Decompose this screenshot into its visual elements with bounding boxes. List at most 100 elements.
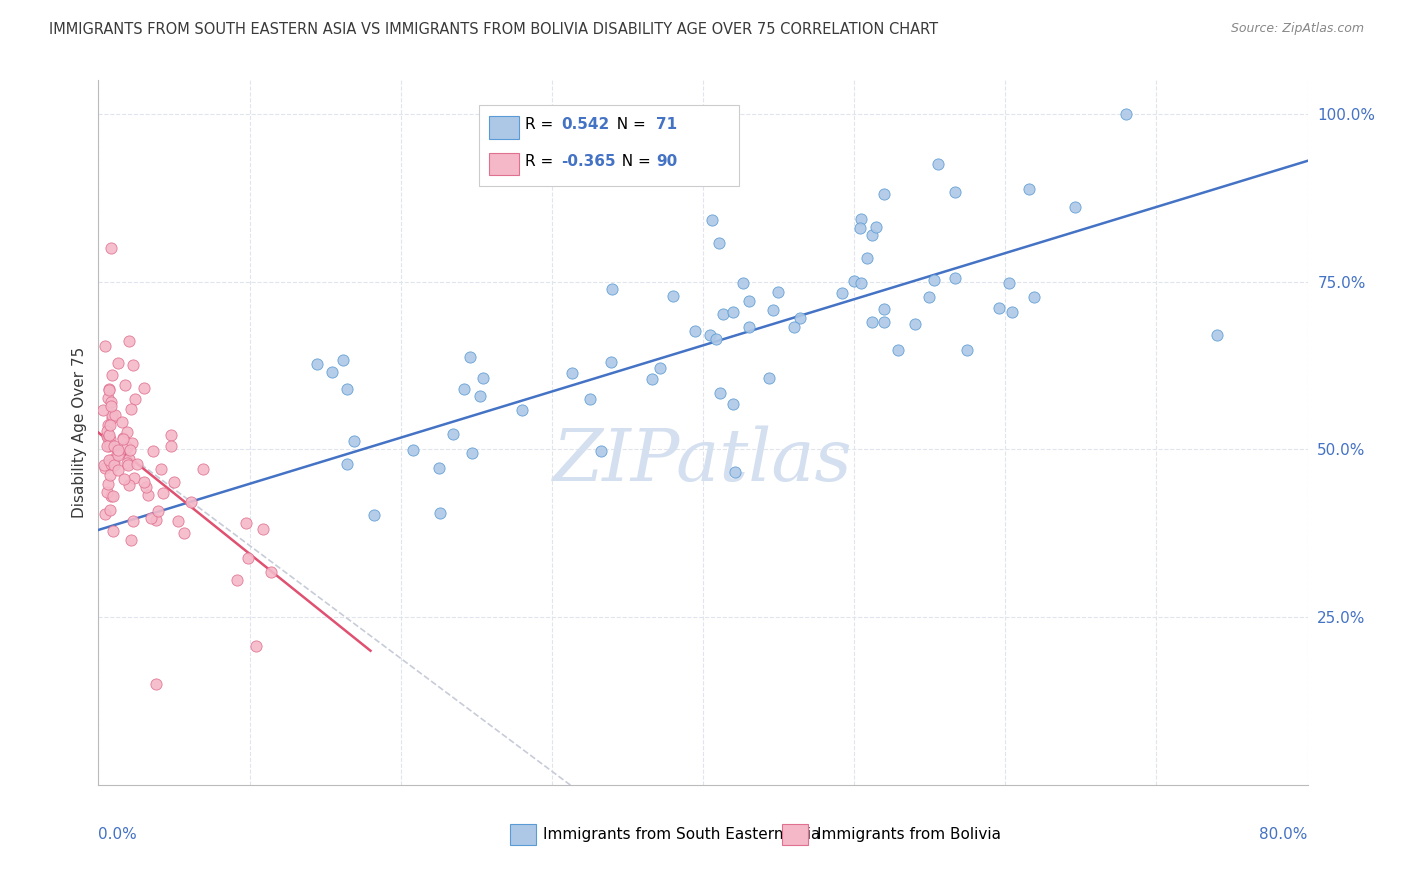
Point [343, 434, 366, 448]
Point [98, 503, 121, 517]
Point [887, 343, 910, 358]
Text: Source: ZipAtlas.com: Source: ZipAtlas.com [1230, 22, 1364, 36]
Text: 0.0%: 0.0% [98, 827, 138, 842]
Point [768, 285, 790, 299]
Point [842, 275, 865, 289]
Point [731, 277, 754, 291]
Point [641, 371, 664, 385]
Point [927, 157, 949, 171]
Point [918, 290, 941, 304]
Point [865, 220, 887, 235]
Point [700, 212, 723, 227]
Point [441, 427, 464, 442]
Point [401, 442, 423, 457]
Point [93, 403, 115, 417]
Text: -0.365: -0.365 [561, 153, 616, 169]
Point [93, 461, 115, 475]
Point [648, 361, 671, 376]
Point [922, 273, 945, 287]
Point [115, 456, 138, 470]
Point [111, 415, 134, 429]
Point [758, 370, 780, 384]
Point [107, 356, 129, 370]
Point [141, 511, 163, 525]
Point [103, 455, 125, 469]
Point [142, 443, 165, 458]
Point [96, 424, 118, 438]
Point [93, 458, 115, 472]
Bar [782, 823, 808, 845]
Point [101, 524, 124, 538]
Point [510, 403, 533, 417]
Point [1115, 107, 1137, 121]
Text: N =: N = [607, 117, 651, 132]
Point [235, 516, 257, 530]
Point [453, 382, 475, 396]
Text: 80.0%: 80.0% [1260, 827, 1308, 842]
Text: Immigrants from Bolivia: Immigrants from Bolivia [817, 827, 1001, 842]
Point [461, 446, 484, 460]
Point [458, 350, 481, 364]
Point [602, 282, 624, 296]
Point [145, 513, 167, 527]
Point [849, 276, 872, 290]
Point [321, 365, 343, 379]
Point [107, 463, 129, 477]
Point [108, 446, 131, 460]
Point [661, 289, 683, 303]
Point [363, 508, 385, 522]
Point [831, 286, 853, 301]
Point [114, 378, 136, 392]
Point [956, 343, 979, 358]
Point [1001, 305, 1024, 319]
Point [1022, 290, 1045, 304]
Point [96, 429, 118, 443]
Point [100, 241, 122, 255]
Point [707, 236, 730, 251]
Point [112, 432, 135, 446]
Point [245, 639, 267, 653]
Bar [489, 153, 519, 176]
Point [94, 507, 117, 521]
Point [468, 389, 491, 403]
Point [1018, 182, 1040, 196]
Point [173, 526, 195, 541]
Text: IMMIGRANTS FROM SOUTH EASTERN ASIA VS IMMIGRANTS FROM BOLIVIA DISABILITY AGE OVE: IMMIGRANTS FROM SOUTH EASTERN ASIA VS IM… [49, 22, 938, 37]
Bar [509, 823, 536, 845]
Point [97, 383, 120, 397]
Point [762, 302, 785, 317]
Point [236, 551, 259, 566]
Point [160, 428, 183, 442]
Point [336, 382, 359, 396]
Point [98, 437, 121, 451]
Point [97, 418, 120, 433]
Y-axis label: Disability Age Over 75: Disability Age Over 75 [72, 347, 87, 518]
Point [738, 320, 761, 334]
Point [683, 324, 706, 338]
Point [118, 442, 141, 457]
Point [789, 310, 811, 325]
Point [98, 427, 121, 442]
Point [943, 186, 966, 200]
Point [132, 381, 155, 395]
Point [998, 276, 1021, 290]
Point [860, 227, 883, 242]
Point [118, 452, 141, 467]
Point [101, 368, 124, 382]
Point [107, 448, 129, 462]
Point [127, 458, 149, 472]
Point [1206, 328, 1229, 343]
Point [120, 402, 142, 417]
Point [97, 439, 120, 453]
Point [260, 565, 283, 579]
Point [100, 395, 122, 409]
Point [118, 477, 141, 491]
Point [97, 453, 120, 467]
Text: 90: 90 [655, 153, 678, 169]
Point [427, 460, 450, 475]
Point [305, 357, 328, 371]
Point [111, 430, 134, 444]
Point [104, 408, 127, 422]
Point [860, 315, 883, 329]
Point [150, 462, 173, 476]
